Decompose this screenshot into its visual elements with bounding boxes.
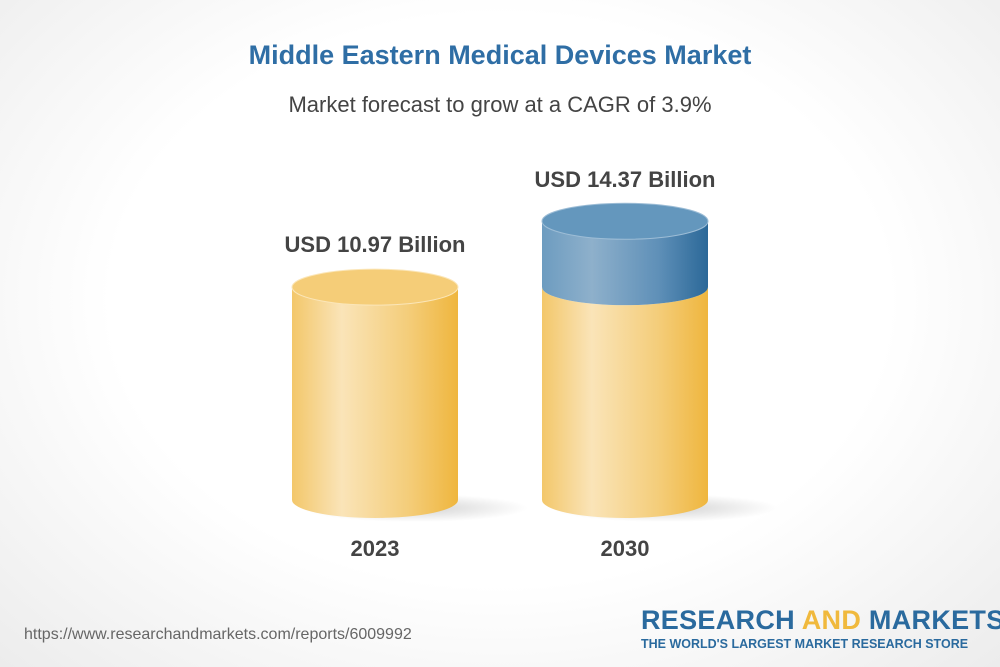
logo-text-and: AND — [801, 605, 862, 635]
value-label-2023: USD 10.97 Billion — [285, 232, 466, 257]
value-label-2030: USD 14.37 Billion — [535, 167, 716, 192]
chart-subtitle: Market forecast to grow at a CAGR of 3.9… — [288, 92, 712, 117]
cylinder-body-2023 — [292, 287, 458, 518]
category-label-2023: 2023 — [351, 536, 400, 561]
cylinder-top-2023 — [291, 268, 459, 306]
logo-tagline: THE WORLD'S LARGEST MARKET RESEARCH STOR… — [641, 637, 969, 651]
chart-title: Middle Eastern Medical Devices Market — [248, 40, 752, 70]
research-and-markets-logo: RESEARCH AND MARKETS THE WORLD'S LARGEST… — [641, 605, 1000, 651]
logo-text-markets: MARKETS — [861, 605, 1000, 635]
logo-text-research: RESEARCH — [641, 605, 802, 635]
cylinder-growth-segment-2030 — [542, 221, 708, 306]
category-label-2030: 2030 — [601, 536, 650, 561]
cylinder-top-2030 — [541, 202, 709, 240]
source-url[interactable]: https://www.researchandmarkets.com/repor… — [24, 626, 412, 643]
cylinder-base-segment-2030 — [542, 287, 708, 518]
